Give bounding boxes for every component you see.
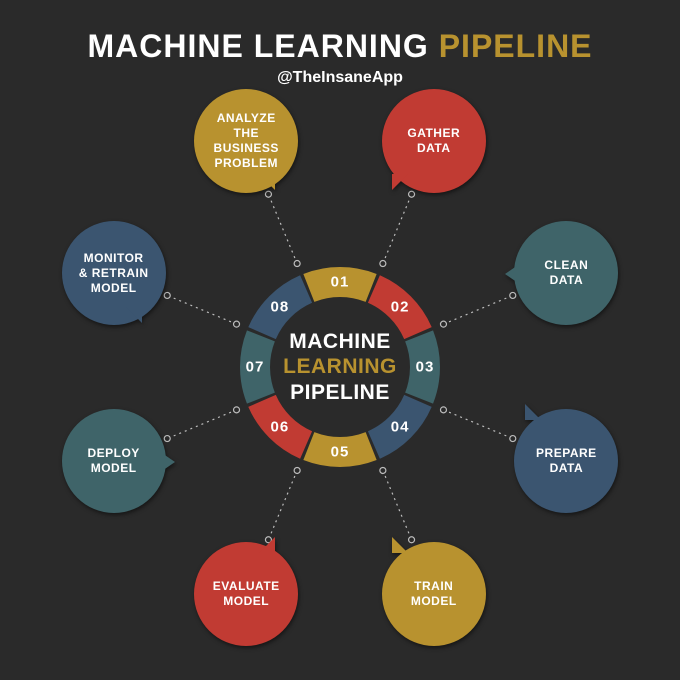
pipeline-step-bubble: ANALYZETHE BUSINESSPROBLEM bbox=[194, 89, 298, 193]
connector-node-icon bbox=[409, 537, 415, 543]
speech-tail-icon bbox=[525, 404, 541, 420]
segment-number: 04 bbox=[391, 419, 410, 436]
center-line-1: MACHINE bbox=[283, 329, 397, 354]
segment-number: 03 bbox=[416, 359, 435, 376]
header: MACHINE LEARNING PIPELINE @TheInsaneApp bbox=[0, 28, 680, 87]
connector-line bbox=[383, 194, 412, 263]
pipeline-step-bubble: GATHERDATA bbox=[382, 89, 486, 193]
speech-tail-icon bbox=[159, 451, 175, 473]
center-line-2: LEARNING bbox=[283, 355, 397, 380]
speech-tail-icon bbox=[505, 263, 521, 285]
bubble-label: GATHERDATA bbox=[407, 126, 460, 156]
segment-number: 07 bbox=[246, 359, 265, 376]
connector-line bbox=[167, 296, 236, 325]
title-prefix: MACHINE LEARNING bbox=[87, 28, 438, 64]
bubble-label: ANALYZETHE BUSINESSPROBLEM bbox=[202, 111, 290, 171]
pipeline-step-bubble: PREPAREDATA bbox=[514, 409, 618, 513]
pipeline-step-bubble: CLEANDATA bbox=[514, 221, 618, 325]
pipeline-step-bubble: DEPLOYMODEL bbox=[62, 409, 166, 513]
pipeline-step-bubble: MONITOR& RETRAINMODEL bbox=[62, 221, 166, 325]
speech-tail-icon bbox=[259, 174, 275, 190]
bubble-label: DEPLOYMODEL bbox=[87, 446, 139, 476]
connector-line bbox=[383, 471, 412, 540]
segment-number: 05 bbox=[331, 444, 350, 461]
connector-node-icon bbox=[409, 191, 415, 197]
segment-number: 06 bbox=[271, 419, 290, 436]
center-line-3: PIPELINE bbox=[283, 380, 397, 405]
speech-tail-icon bbox=[392, 537, 408, 553]
connector-node-icon bbox=[265, 191, 271, 197]
segment-number: 01 bbox=[331, 274, 350, 291]
connector-node-icon bbox=[510, 436, 516, 442]
speech-tail-icon bbox=[392, 174, 408, 190]
diagram-stage: MACHINE LEARNING PIPELINE 01 02 03 04 05 06 07… bbox=[60, 87, 620, 647]
connector-line bbox=[268, 194, 297, 263]
bubble-label: MONITOR& RETRAINMODEL bbox=[79, 251, 149, 296]
pipeline-step-bubble: TRAINMODEL bbox=[382, 542, 486, 646]
bubble-label: TRAINMODEL bbox=[411, 579, 457, 609]
connector-line bbox=[268, 471, 297, 540]
bubble-label: PREPAREDATA bbox=[536, 446, 597, 476]
connector-line bbox=[443, 296, 512, 325]
connector-line bbox=[443, 410, 512, 439]
title-accent: PIPELINE bbox=[439, 28, 593, 64]
speech-tail-icon bbox=[259, 537, 275, 553]
bubble-label: CLEANDATA bbox=[544, 258, 588, 288]
connector-node-icon bbox=[510, 293, 516, 299]
segment-number: 08 bbox=[271, 299, 290, 316]
bubble-label: EVALUATEMODEL bbox=[213, 579, 280, 609]
segment-number: 02 bbox=[391, 299, 410, 316]
connector-node-icon bbox=[164, 293, 170, 299]
page-title: MACHINE LEARNING PIPELINE bbox=[0, 28, 680, 65]
connector-node-icon bbox=[164, 436, 170, 442]
pipeline-step-bubble: EVALUATEMODEL bbox=[194, 542, 298, 646]
author-handle: @TheInsaneApp bbox=[0, 69, 680, 87]
connector-line bbox=[167, 410, 236, 439]
speech-tail-icon bbox=[126, 307, 142, 323]
center-label: MACHINE LEARNING PIPELINE bbox=[283, 329, 397, 405]
